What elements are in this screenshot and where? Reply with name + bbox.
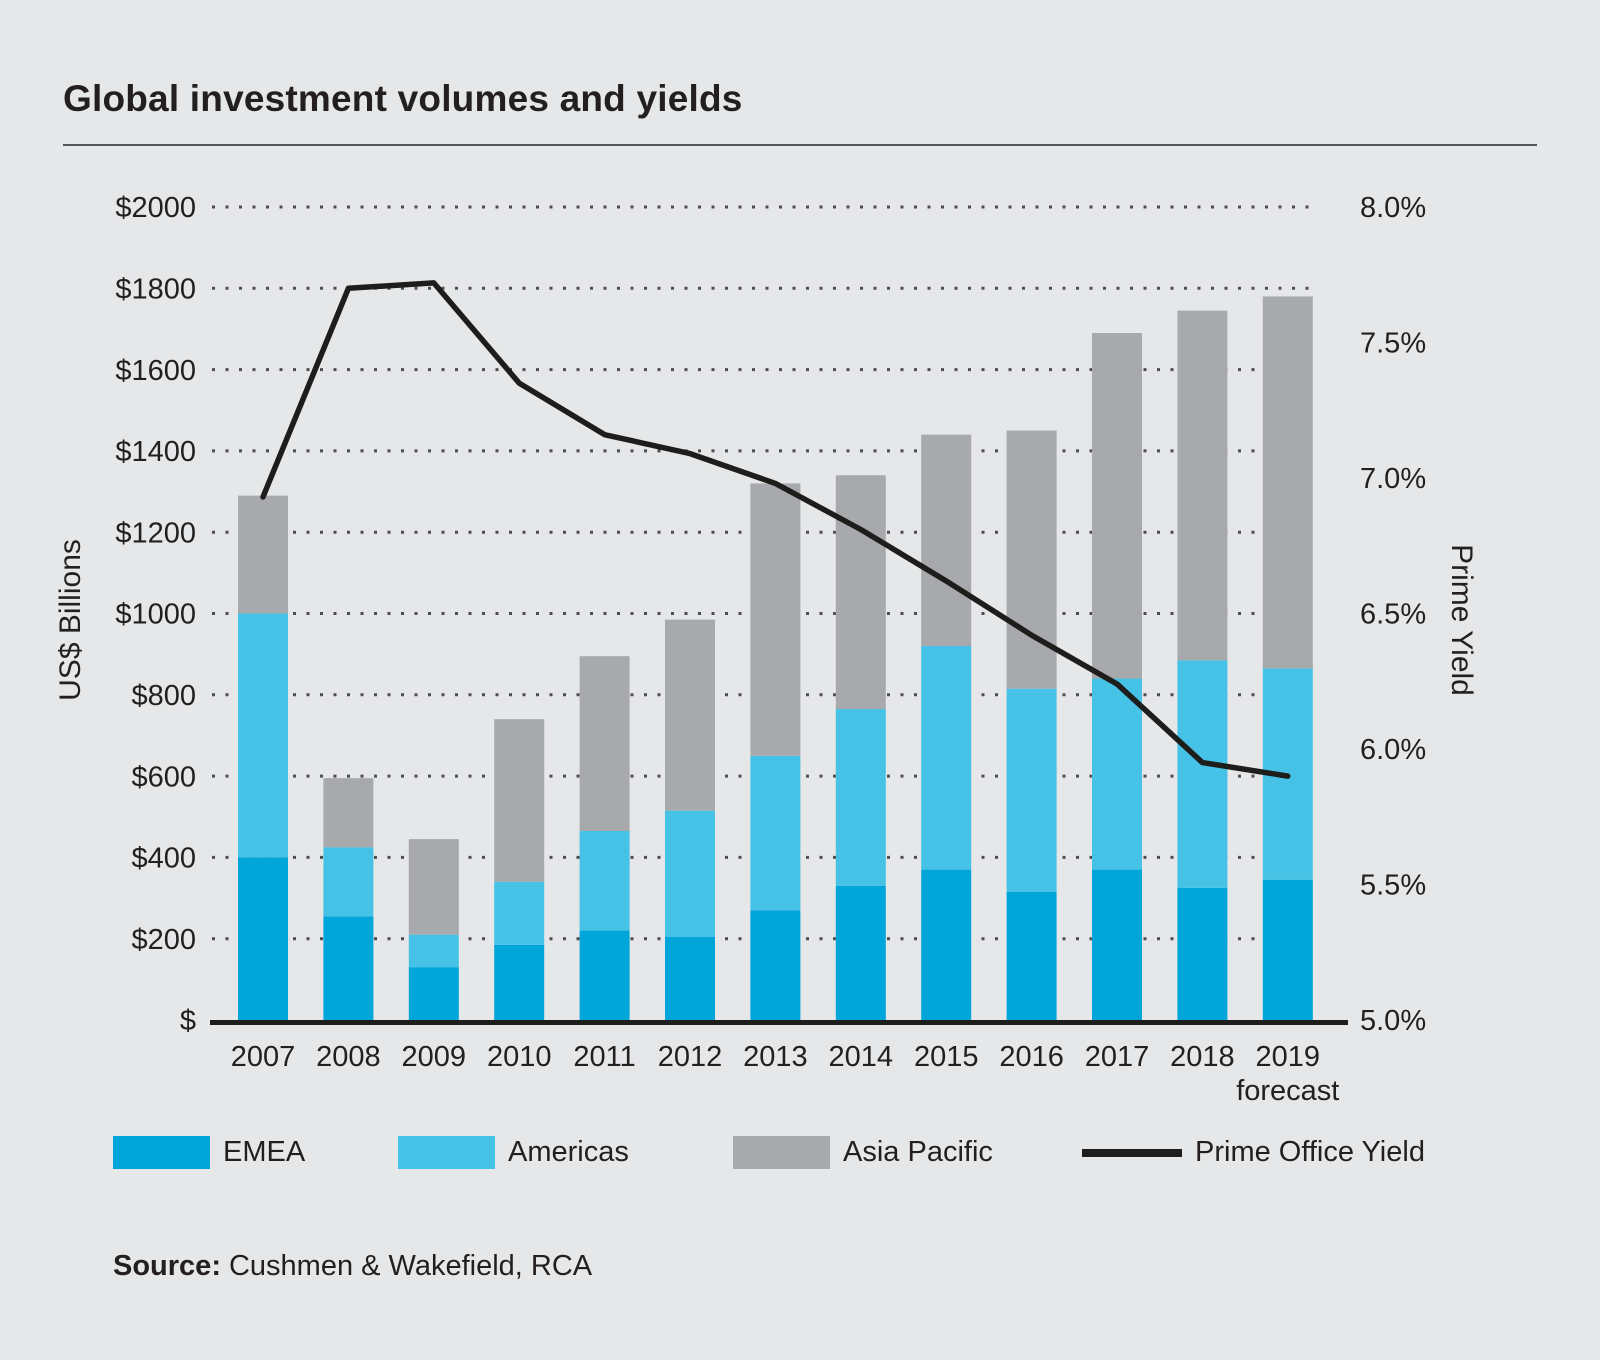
bar-2007-emea: [238, 857, 288, 1020]
left-axis-tick: $1600: [115, 355, 196, 387]
legend-label-emea: EMEA: [223, 1136, 306, 1168]
bar-2012-asia-pacific: [665, 619, 715, 811]
right-axis-title: Prime Yield: [1445, 544, 1478, 696]
emea-swatch: [113, 1136, 210, 1169]
left-axis-tick: $1400: [115, 436, 196, 468]
bar-2008-asia-pacific: [323, 778, 374, 848]
bar-2016-americas: [1006, 688, 1057, 892]
legend-item-americas: Americas: [398, 1136, 629, 1169]
left-axis-tick: $: [180, 1005, 196, 1037]
title-rule: [63, 144, 1537, 146]
x-axis-label-2007: 2007: [231, 1041, 296, 1073]
x-axis-label-2019: 2019: [1256, 1041, 1321, 1073]
bar-2010-asia-pacific: [494, 719, 545, 882]
bar-2014-asia-pacific: [835, 475, 886, 710]
bar-2007-asia-pacific: [238, 495, 288, 614]
bar-2014-americas: [835, 709, 886, 886]
x-axis-label-2016: 2016: [999, 1041, 1064, 1073]
bar-2016-asia-pacific: [1006, 430, 1057, 689]
bar-2008-emea: [323, 916, 374, 1020]
left-axis-tick: $400: [131, 843, 196, 875]
bar-2015-asia-pacific: [921, 434, 972, 647]
right-axis-tick: 7.0%: [1360, 463, 1426, 495]
bar-2013-americas: [750, 755, 801, 911]
x-axis-labels: 2007 2008 2009 2010 2011 2012 2013 2014 2015 2016…: [231, 1041, 1340, 1107]
left-axis-tick: $1000: [115, 599, 196, 631]
x-axis-label-2014: 2014: [829, 1041, 894, 1073]
americas-swatch: [398, 1136, 495, 1169]
bar-2015-americas: [921, 646, 972, 870]
left-axis-tick: $800: [131, 680, 196, 712]
asia-pacific-swatch: [733, 1136, 830, 1169]
source-label: Source:: [113, 1250, 221, 1282]
x-axis-label-2010: 2010: [487, 1041, 552, 1073]
bar-2018-emea: [1177, 887, 1228, 1020]
source-line: Source: Cushmen & Wakefield, RCA: [113, 1250, 592, 1283]
investment-volumes-yields-chart: $2000 $1800 $1600 $1400 $1200 $1000 $800 $600 $4…: [54, 192, 1478, 1107]
x-axis-label-2008: 2008: [316, 1041, 381, 1073]
bar-2015-emea: [921, 869, 972, 1020]
bar-2013-emea: [750, 910, 801, 1020]
left-axis-tick: $600: [131, 761, 196, 793]
right-axis-tick: 5.0%: [1360, 1005, 1426, 1037]
left-axis-ticks: $2000 $1800 $1600 $1400 $1200 $1000 $800 $600 $4…: [115, 192, 196, 1037]
bar-2018-asia-pacific: [1177, 310, 1228, 661]
bar-2009-emea: [408, 967, 459, 1020]
x-axis-label-2011: 2011: [573, 1041, 635, 1073]
right-axis-tick: 6.0%: [1360, 734, 1426, 766]
left-axis-tick: $2000: [115, 192, 196, 224]
right-axis-tick: 5.5%: [1360, 870, 1426, 902]
bar-2007-americas: [238, 613, 288, 858]
bar-2012-emea: [665, 936, 715, 1020]
x-axis-label-2009: 2009: [402, 1041, 467, 1073]
legend-item-emea: EMEA: [113, 1136, 305, 1169]
left-axis-title: US$ Billions: [54, 539, 87, 701]
x-axis-label-2018: 2018: [1170, 1041, 1235, 1073]
left-axis-tick: $200: [131, 924, 196, 956]
bar-2009-asia-pacific: [408, 839, 459, 935]
bar-2012-americas: [665, 810, 715, 937]
legend-label-prime-office-yield: Prime Office Yield: [1195, 1136, 1425, 1168]
bar-2008-americas: [323, 847, 374, 917]
x-axis-label-2013: 2013: [743, 1041, 808, 1073]
bar-2017-americas: [1092, 678, 1142, 870]
source-text: Cushmen & Wakefield, RCA: [228, 1250, 593, 1282]
bar-2018-americas: [1177, 660, 1228, 888]
legend-label-americas: Americas: [508, 1136, 629, 1168]
right-axis-tick: 6.5%: [1360, 599, 1426, 631]
bars: [238, 296, 1313, 1020]
bar-2010-emea: [494, 944, 545, 1020]
prime-office-yield-line-swatch: [1082, 1148, 1182, 1157]
x-axis-label-2012: 2012: [658, 1041, 723, 1073]
bar-2011-emea: [579, 930, 630, 1020]
legend-item-asia-pacific: Asia Pacific: [733, 1136, 993, 1169]
page-title: Global investment volumes and yields: [63, 78, 743, 119]
bar-2017-emea: [1092, 869, 1142, 1020]
right-axis-ticks: 8.0% 7.5% 7.0% 6.5% 6.0% 5.5% 5.0%: [1360, 192, 1426, 1037]
bar-2017-asia-pacific: [1092, 333, 1142, 679]
left-axis-tick: $1800: [115, 273, 196, 305]
prime-office-yield-line: [260, 280, 1291, 779]
bar-2016-emea: [1006, 891, 1057, 1020]
legend-item-prime-office-yield: Prime Office Yield: [1082, 1136, 1425, 1169]
forecast-label: forecast: [1236, 1075, 1339, 1107]
x-axis-label-2015: 2015: [914, 1041, 979, 1073]
bar-2010-americas: [494, 881, 545, 945]
right-axis-tick: 8.0%: [1360, 192, 1426, 224]
bar-2019-asia-pacific: [1262, 296, 1313, 669]
left-axis-tick: $1200: [115, 517, 196, 549]
bar-2019-emea: [1262, 879, 1313, 1020]
bar-2013-asia-pacific: [750, 483, 801, 756]
legend-label-asia-pacific: Asia Pacific: [843, 1136, 993, 1168]
bar-2011-americas: [579, 830, 630, 931]
x-axis-label-2017: 2017: [1085, 1041, 1150, 1073]
bar-2011-asia-pacific: [579, 656, 630, 831]
right-axis-tick: 7.5%: [1360, 328, 1426, 360]
bar-2014-emea: [835, 885, 886, 1020]
bar-2009-americas: [408, 934, 459, 968]
